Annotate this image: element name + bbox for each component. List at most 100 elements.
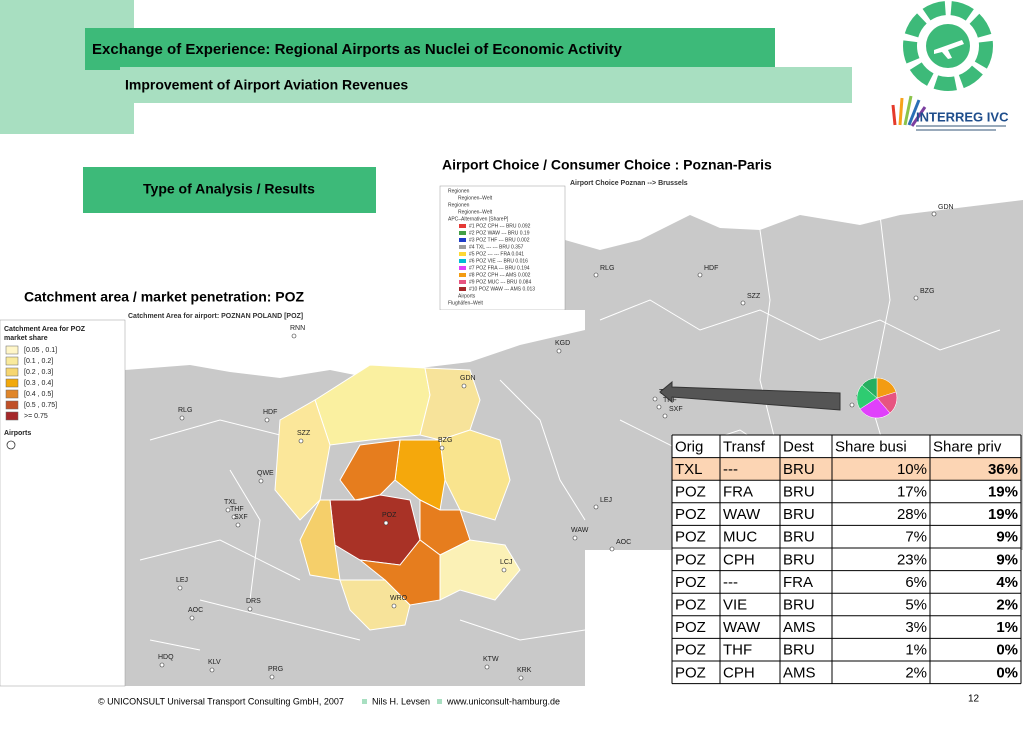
table-cell: VIE [723, 596, 747, 613]
legend-swatch [5, 400, 19, 410]
legend-line: #8 POZ CPH --- AMS 0.002 [469, 272, 531, 278]
footer-website: www.uniconsult-hamburg.de [446, 696, 560, 706]
airport-marker [159, 662, 165, 668]
legend-item: >= 0.75 [24, 413, 48, 420]
city-label: BZG [920, 288, 934, 295]
airport-marker [179, 415, 185, 421]
airport-marker [298, 438, 304, 444]
legend-line: #2 POZ WAW --- BRU 0.19 [469, 230, 530, 236]
column-header: Share busi [835, 438, 907, 455]
table-cell: 2% [905, 664, 927, 681]
section-box [83, 167, 376, 213]
city-label: WAW [571, 527, 589, 534]
table-cell: 36% [988, 461, 1018, 478]
table-cell: 1% [905, 642, 927, 659]
airport-marker [264, 417, 270, 423]
legend-line: Regionen [448, 202, 470, 208]
footer-separator [437, 699, 442, 704]
city-label: RLG [178, 407, 192, 414]
city-label: HDQ [158, 654, 174, 661]
table-cell: --- [723, 574, 738, 591]
table-cell: BRU [783, 642, 815, 659]
legend-swatch [5, 345, 19, 355]
legend-line: #1 POZ CPH --- BRU 0.092 [469, 223, 531, 229]
city-label: LEJ [600, 497, 612, 504]
title-bar [85, 28, 775, 70]
legend-swatch [459, 252, 466, 256]
table-cell: 19% [988, 483, 1018, 500]
table-cell: POZ [675, 596, 706, 613]
airport-marker [556, 348, 562, 354]
legend-swatch [5, 356, 19, 366]
footer-author: Nils H. Levsen [372, 696, 430, 706]
choice-heading: Airport Choice / Consumer Choice : Pozna… [442, 157, 772, 173]
footer-copyright: © UNICONSULT Universal Transport Consult… [98, 696, 344, 706]
column-header: Orig [675, 438, 703, 455]
table-cell: POZ [675, 551, 706, 568]
legend-line: Flughäfen–Welt [448, 300, 484, 306]
airport-marker [383, 520, 389, 526]
table-cell: 28% [897, 506, 927, 523]
legend-swatch [459, 280, 466, 284]
city-label: WRO [390, 595, 408, 602]
catchment-legend [0, 319, 126, 687]
table-cell: AMS [783, 619, 816, 636]
airport-marker [461, 383, 467, 389]
city-label: LCJ [500, 559, 512, 566]
subtitle: Improvement of Airport Aviation Revenues [125, 77, 408, 93]
table-cell: FRA [783, 574, 813, 591]
airport-marker [931, 211, 937, 217]
airport-marker [209, 667, 215, 673]
column-header: Dest [783, 438, 815, 455]
table-cell: POZ [675, 619, 706, 636]
table-cell: THF [723, 642, 752, 659]
catchment-map: Catchment Area for airport: POZNAN POLAN… [0, 310, 589, 687]
legend-swatch [459, 273, 466, 277]
airport-marker [849, 402, 855, 408]
table-cell: --- [723, 461, 738, 478]
table-cell: 2% [996, 596, 1018, 613]
footer-separator [362, 699, 367, 704]
table-cell: POZ [675, 574, 706, 591]
legend-line: #9 POZ MUC --- BRU 0.084 [469, 279, 531, 285]
legend-swatch [459, 224, 466, 228]
table-cell: BRU [783, 596, 815, 613]
subtitle-bar [120, 67, 852, 103]
airport-marker [913, 295, 919, 301]
table-cell: 0% [996, 642, 1018, 659]
city-label: SZZ [297, 430, 311, 437]
table-cell: 3% [905, 619, 927, 636]
legend-line: Regionen [448, 188, 470, 194]
city-label: RNN [290, 325, 305, 332]
column-header: Share priv [933, 438, 1002, 455]
legend-item: [0.05 , 0.1] [24, 347, 57, 354]
table-cell: 1% [996, 619, 1018, 636]
airport-marker [225, 507, 231, 513]
legend-item: [0.2 , 0.3] [24, 369, 53, 376]
airport-marker [484, 664, 490, 670]
airports-label: Airports [4, 430, 31, 437]
legend-line: #7 POZ FRA --- BRU 0.194 [469, 265, 530, 271]
logo-text: INTERREG IVC [916, 109, 1009, 124]
city-label: QWE [257, 470, 274, 477]
table-cell: TXL [675, 461, 703, 478]
legend-item: [0.5 , 0.75] [24, 402, 57, 409]
table-cell: WAW [723, 506, 761, 523]
table-cell: BRU [783, 461, 815, 478]
airport-marker [235, 522, 241, 528]
table-cell: 6% [905, 574, 927, 591]
legend-line: #10 POZ WAW --- AMS 0.013 [469, 286, 535, 292]
table-cell: 10% [897, 461, 927, 478]
table-cell: 0% [996, 664, 1018, 681]
table-cell: POZ [675, 483, 706, 500]
legend-swatch [5, 378, 19, 388]
city-label: GDN [460, 375, 476, 382]
legend-line: #5 POZ --- --- FRA 0.041 [469, 251, 524, 257]
city-label: KGD [555, 340, 570, 347]
airport-marker [439, 445, 445, 451]
legend-title: Catchment Area for POZ [4, 326, 86, 333]
table-cell: POZ [675, 664, 706, 681]
table-cell: POZ [675, 529, 706, 546]
